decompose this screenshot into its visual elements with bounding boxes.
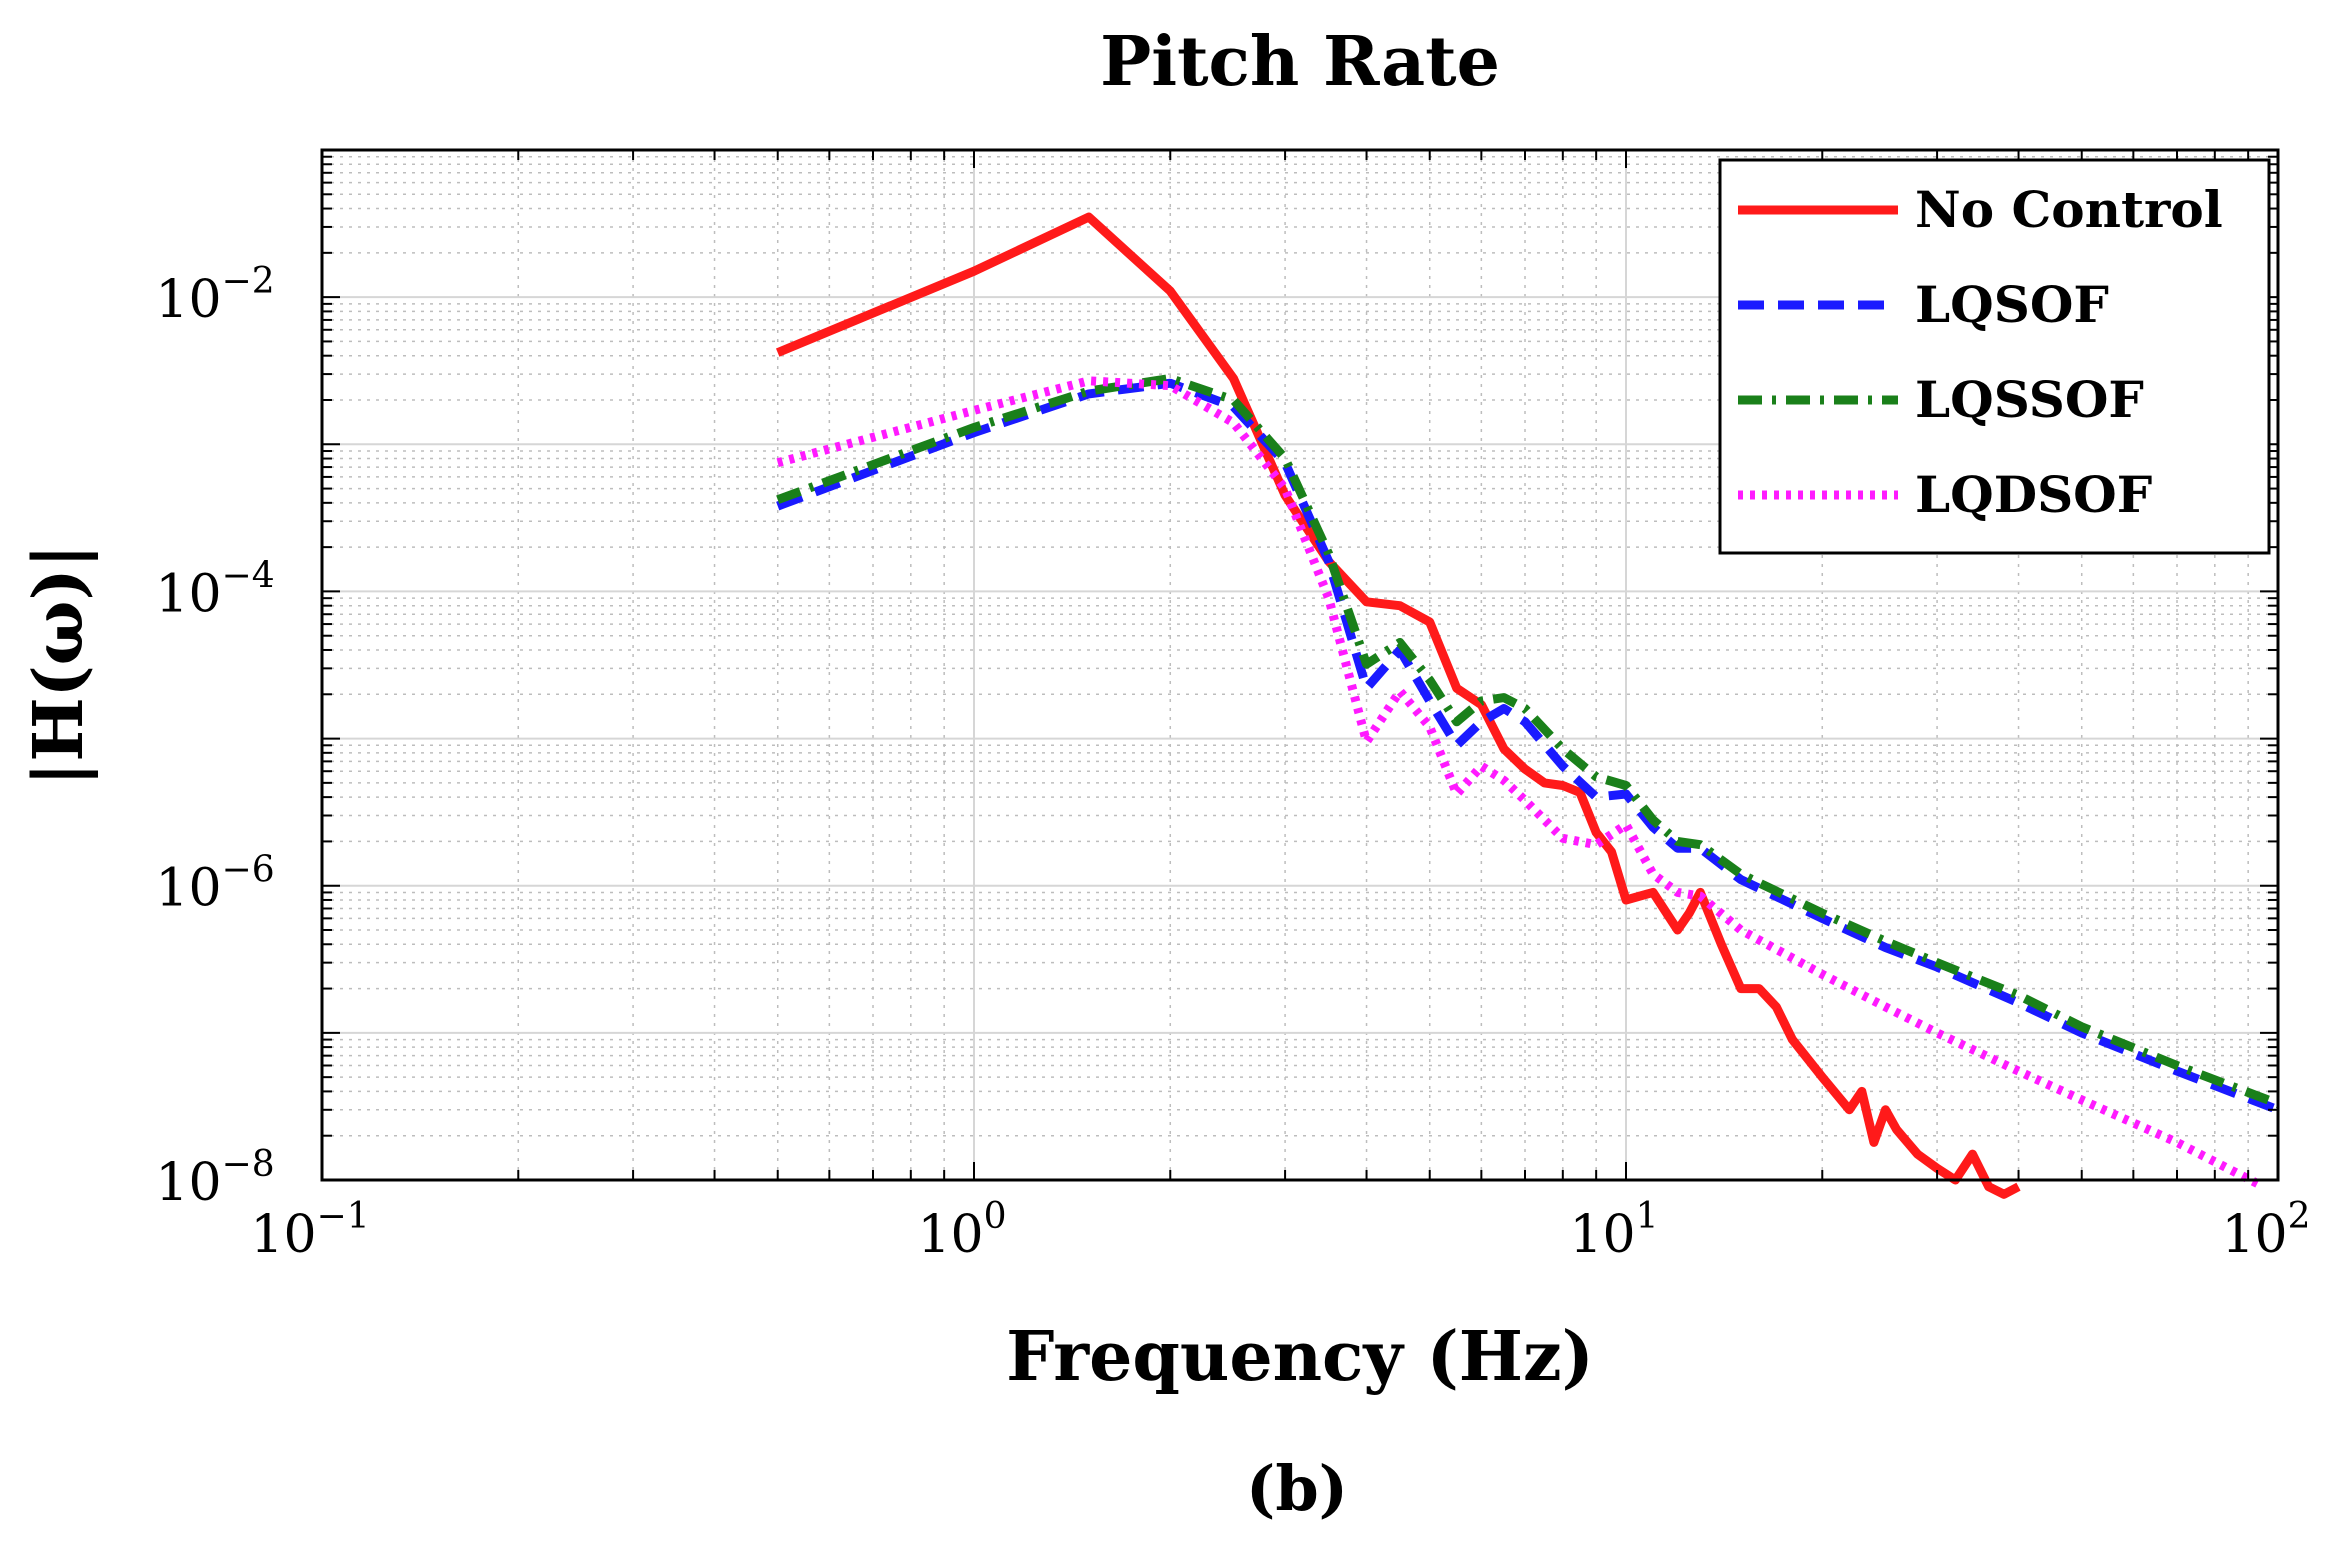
legend-box: [1718, 158, 2271, 555]
series-layer: [775, 212, 2280, 1199]
legend-label: No Control: [1915, 180, 2223, 239]
series-line-lqdsof: [776, 376, 2266, 1191]
y-tick-label: 10−2: [155, 261, 274, 330]
figure-caption: (b): [1246, 1452, 1348, 1525]
legend: No Control LQSOF LQSSOF LQDSOF: [1718, 158, 2271, 555]
y-tick-label: 10−8: [155, 1144, 274, 1213]
y-tick-label: 10−6: [155, 850, 274, 919]
series-line-lqssof: [776, 374, 2280, 1108]
x-tick-labels: 10−1 100 101 102: [250, 1196, 2310, 1265]
x-tick-label: 101: [1569, 1196, 1658, 1265]
y-tick-label: 10−4: [155, 555, 274, 624]
x-tick-label: 100: [917, 1196, 1006, 1265]
legend-label: LQSSOF: [1915, 370, 2144, 429]
tick-marks: [321, 149, 2279, 1181]
plot-frame: [320, 148, 2280, 1182]
x-tick-label: 102: [2221, 1196, 2310, 1265]
y-tick-labels: 10−2 10−4 10−6 10−8: [155, 261, 274, 1213]
x-tick-label: 10−1: [250, 1196, 369, 1265]
x-axis-label: Frequency (Hz): [1006, 1317, 1594, 1397]
legend-label: LQDSOF: [1915, 465, 2152, 524]
y-axis-label: |H(ω)|: [19, 544, 99, 787]
series-line-no-control: [775, 212, 2021, 1199]
chart-title: Pitch Rate: [1100, 22, 1500, 102]
legend-label: LQSOF: [1915, 275, 2109, 334]
